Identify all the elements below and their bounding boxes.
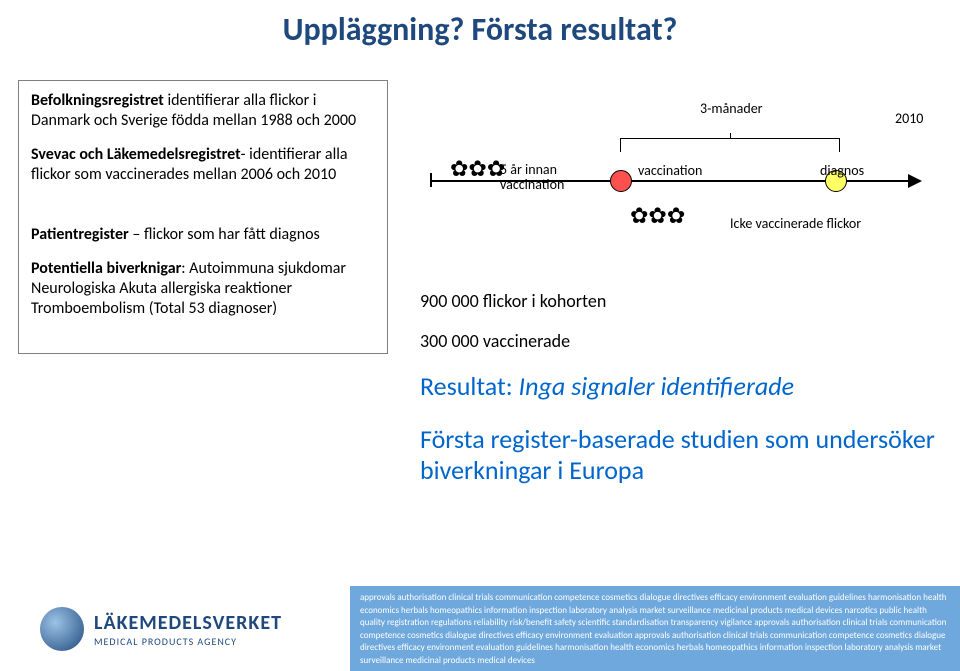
kohort-line: 900 000 flickor i kohorten	[420, 290, 940, 312]
logo-mark-icon	[40, 607, 84, 651]
vacc-line: 300 000 vaccinerade	[420, 330, 940, 352]
logo: LÄKEMEDELSVERKET MEDICAL PRODUCTS AGENCY	[40, 607, 282, 651]
left-column: Befolkningsregistret identifierar alla f…	[18, 80, 388, 354]
logo-text: LÄKEMEDELSVERKET MEDICAL PRODUCTS AGENCY	[94, 611, 282, 648]
para-1: Befolkningsregistret identifierar alla f…	[31, 91, 375, 131]
result-label: Resultat:	[420, 370, 513, 402]
footer-band: approvals authorisation clinical trials …	[350, 586, 960, 671]
stick-figures-top-icon: ✿✿✿	[450, 158, 505, 180]
label-vaccination: vaccination	[638, 162, 702, 179]
page-title: Uppläggning? Första resultat?	[283, 10, 678, 49]
arrow-right-icon	[908, 174, 922, 188]
para-4-bold: Potentiella biverknigar	[31, 259, 181, 278]
label-5yr-2: vaccination	[500, 176, 564, 193]
para-3-rest: – flickor som har fått diagnos	[129, 225, 320, 244]
para-3-bold: Patientregister	[31, 225, 129, 244]
logo-line2: MEDICAL PRODUCTS AGENCY	[94, 635, 282, 648]
label-icke: Icke vaccinerade flickor	[730, 215, 861, 232]
dot-vaccination	[610, 170, 632, 192]
axis-start-cap	[430, 173, 432, 187]
para-2-bold: Svevac och Läkemedelsregistret	[31, 145, 241, 164]
label-diagnos: diagnos	[820, 162, 864, 179]
logo-line1: LÄKEMEDELSVERKET	[94, 611, 282, 635]
lower-text-block: 900 000 flickor i kohorten 300 000 vacci…	[420, 290, 940, 486]
stick-figures-bottom-icon: ✿✿✿	[630, 205, 685, 227]
para-2: Svevac och Läkemedelsregistret- identifi…	[31, 145, 375, 185]
para-1-bold: Befolkningsregistret	[31, 91, 164, 110]
label-5yr: 5 år innan vaccination	[500, 162, 564, 193]
result-line: Resultat: Inga signaler identifierade	[420, 370, 940, 402]
bracket-icon	[620, 138, 840, 152]
para-4: Potentiella biverknigar: Autoimmuna sjuk…	[31, 259, 375, 319]
result-text: Inga signaler identifierade	[513, 370, 794, 402]
label-months: 3-månader	[700, 100, 763, 117]
para-3: Patientregister – flickor som har fått d…	[31, 225, 375, 245]
timeline-diagram: 3-månader 2010 ✿✿✿ ✿✿✿ 5 år innan vaccin…	[420, 120, 940, 250]
result-2: Första register-baserade studien som und…	[420, 424, 940, 486]
label-year: 2010	[895, 110, 923, 127]
